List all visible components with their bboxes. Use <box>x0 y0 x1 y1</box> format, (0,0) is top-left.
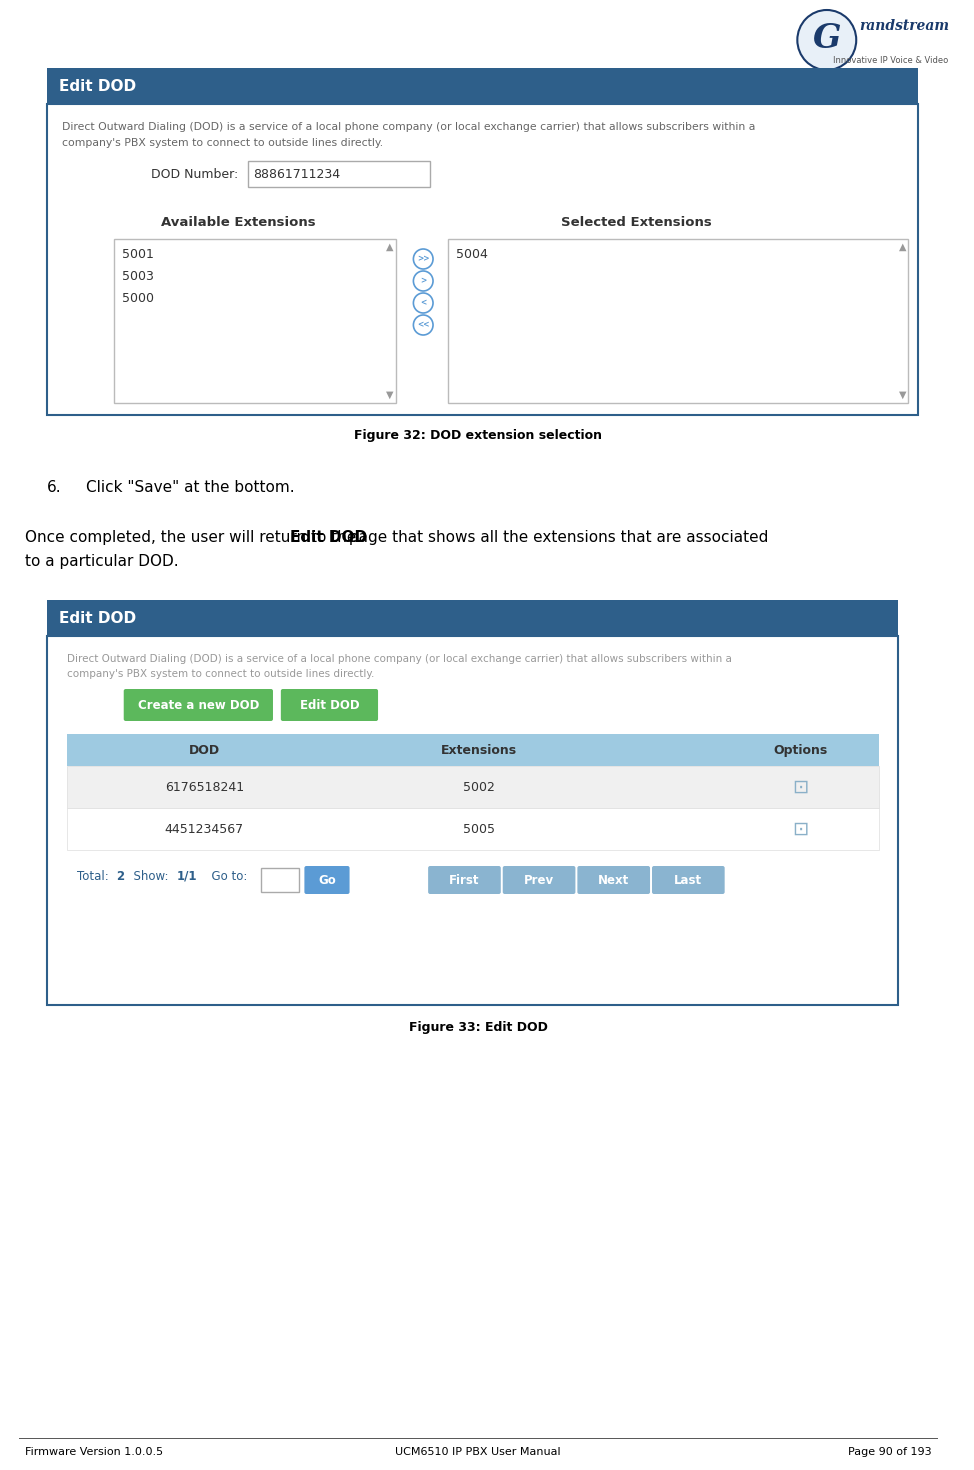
Text: Firmware Version 1.0.0.5: Firmware Version 1.0.0.5 <box>24 1446 163 1457</box>
Text: G: G <box>812 22 841 54</box>
Text: 5000: 5000 <box>122 291 154 304</box>
Text: company's PBX system to connect to outside lines directly.: company's PBX system to connect to outsi… <box>62 138 383 148</box>
Text: Edit DOD: Edit DOD <box>290 531 367 545</box>
Text: randstream: randstream <box>859 19 950 32</box>
Text: Figure 33: Edit DOD: Figure 33: Edit DOD <box>409 1020 547 1033</box>
Text: Go to:: Go to: <box>205 869 247 882</box>
Text: 5004: 5004 <box>456 247 488 260</box>
Text: 1/1: 1/1 <box>176 869 198 882</box>
Text: Options: Options <box>773 744 827 757</box>
FancyBboxPatch shape <box>67 766 879 808</box>
Text: Edit DOD: Edit DOD <box>300 698 359 711</box>
Text: Direct Outward Dialing (DOD) is a service of a local phone company (or local exc: Direct Outward Dialing (DOD) is a servic… <box>62 122 755 132</box>
Text: to a particular DOD.: to a particular DOD. <box>24 554 178 569</box>
Text: Extensions: Extensions <box>441 744 517 757</box>
Text: 6176518241: 6176518241 <box>165 781 244 794</box>
Text: 5003: 5003 <box>122 269 154 282</box>
FancyBboxPatch shape <box>47 104 918 415</box>
Text: Last: Last <box>674 873 702 886</box>
Text: 2: 2 <box>116 869 124 882</box>
Text: Available Extensions: Available Extensions <box>162 216 316 228</box>
Text: ▲: ▲ <box>899 243 906 251</box>
Text: ⊡: ⊡ <box>792 819 808 838</box>
Text: Direct Outward Dialing (DOD) is a service of a local phone company (or local exc: Direct Outward Dialing (DOD) is a servic… <box>67 654 731 664</box>
Text: 6.: 6. <box>47 481 61 495</box>
Text: Once completed, the user will return to the: Once completed, the user will return to … <box>24 531 360 545</box>
Text: Total:: Total: <box>77 869 112 882</box>
Text: Create a new DOD: Create a new DOD <box>137 698 259 711</box>
Text: Selected Extensions: Selected Extensions <box>561 216 712 228</box>
Text: Click "Save" at the bottom.: Click "Save" at the bottom. <box>87 481 295 495</box>
FancyBboxPatch shape <box>261 867 298 892</box>
Text: >>: >> <box>417 254 430 263</box>
Text: Innovative IP Voice & Video: Innovative IP Voice & Video <box>833 56 948 65</box>
Text: DOD: DOD <box>189 744 220 757</box>
FancyBboxPatch shape <box>114 240 395 403</box>
Text: UCM6510 IP PBX User Manual: UCM6510 IP PBX User Manual <box>395 1446 561 1457</box>
Text: First: First <box>449 873 480 886</box>
FancyBboxPatch shape <box>652 866 725 894</box>
Text: DOD Number:: DOD Number: <box>151 168 239 181</box>
Text: >: > <box>420 276 427 285</box>
FancyBboxPatch shape <box>124 689 273 720</box>
FancyBboxPatch shape <box>67 734 879 766</box>
FancyBboxPatch shape <box>578 866 650 894</box>
Text: Page 90 of 193: Page 90 of 193 <box>848 1446 932 1457</box>
FancyBboxPatch shape <box>248 162 431 187</box>
Circle shape <box>798 10 856 71</box>
FancyBboxPatch shape <box>448 240 909 403</box>
Text: Edit DOD: Edit DOD <box>58 610 136 626</box>
Text: company's PBX system to connect to outside lines directly.: company's PBX system to connect to outsi… <box>67 669 374 679</box>
Text: Go: Go <box>318 873 336 886</box>
Text: ▲: ▲ <box>386 243 393 251</box>
FancyBboxPatch shape <box>305 866 350 894</box>
Text: Figure 32: DOD extension selection: Figure 32: DOD extension selection <box>355 428 602 441</box>
Text: ▼: ▼ <box>899 390 906 400</box>
Text: 5005: 5005 <box>464 823 495 835</box>
Text: 88861711234: 88861711234 <box>253 168 341 181</box>
Text: <<: << <box>417 320 430 329</box>
Text: Next: Next <box>598 873 629 886</box>
Text: 5002: 5002 <box>464 781 495 794</box>
Text: Edit DOD: Edit DOD <box>58 78 136 94</box>
FancyBboxPatch shape <box>429 866 501 894</box>
FancyBboxPatch shape <box>47 637 898 1005</box>
Text: 5001: 5001 <box>122 247 154 260</box>
FancyBboxPatch shape <box>47 600 898 637</box>
FancyBboxPatch shape <box>503 866 576 894</box>
FancyBboxPatch shape <box>67 809 879 850</box>
Text: ⊡: ⊡ <box>792 778 808 797</box>
Text: <: < <box>420 298 427 307</box>
Text: ▼: ▼ <box>386 390 393 400</box>
Text: Prev: Prev <box>524 873 554 886</box>
Text: 4451234567: 4451234567 <box>165 823 244 835</box>
Text: page that shows all the extensions that are associated: page that shows all the extensions that … <box>344 531 768 545</box>
FancyBboxPatch shape <box>47 68 918 104</box>
Text: Show:: Show: <box>126 869 172 882</box>
FancyBboxPatch shape <box>281 689 378 720</box>
